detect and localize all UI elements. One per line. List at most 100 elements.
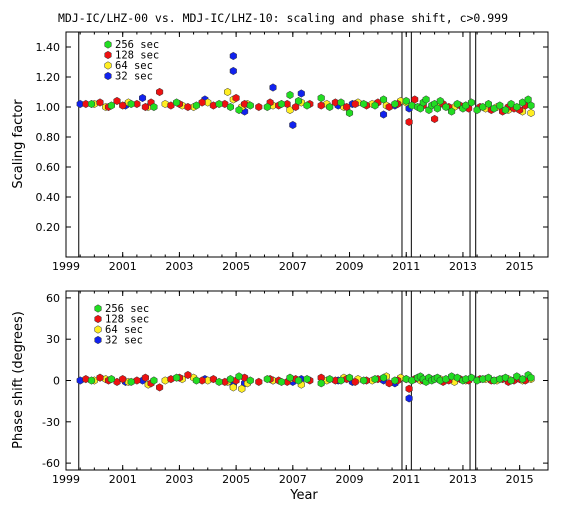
data-point-256-sec xyxy=(173,98,181,107)
data-point-256-sec xyxy=(277,377,286,386)
y-tick-label: 0.20 xyxy=(36,221,61,234)
x-tick-label: 2003 xyxy=(165,260,193,273)
legend-marker xyxy=(104,50,112,60)
data-point-256-sec xyxy=(422,95,430,104)
data-point-256-sec xyxy=(215,377,223,386)
x-tick-label: 2013 xyxy=(449,473,477,486)
data-point-256-sec xyxy=(150,102,158,112)
data-point-128-sec xyxy=(255,102,263,112)
legend-label: 32 sec xyxy=(105,335,143,347)
data-point-128-sec xyxy=(232,93,240,103)
data-point-256-sec xyxy=(345,373,354,382)
y-tick-label: 0.80 xyxy=(36,131,61,144)
x-tick-label: 2011 xyxy=(392,260,420,273)
data-point-256-sec xyxy=(408,101,416,110)
data-point-256-sec xyxy=(235,372,243,381)
data-point-256-sec xyxy=(317,379,325,388)
x-tick-label: 2005 xyxy=(222,260,250,273)
y-tick-label: 1.20 xyxy=(36,71,61,84)
y-tick-label: 1.00 xyxy=(36,101,61,114)
data-point-128-sec xyxy=(317,101,325,110)
legend-marker xyxy=(94,335,102,345)
legend-marker xyxy=(94,314,102,324)
data-point-256-sec xyxy=(294,96,303,106)
data-point-256-sec xyxy=(127,99,135,109)
data-point-256-sec xyxy=(442,102,450,112)
data-point-256-sec xyxy=(337,376,345,385)
data-point-256-sec xyxy=(391,376,399,385)
legend-label: 64 sec xyxy=(115,60,153,72)
x-tick-label: 2001 xyxy=(109,473,137,486)
data-point-256-sec xyxy=(226,102,234,112)
data-point-256-sec xyxy=(391,99,399,109)
data-point-256-sec xyxy=(192,101,200,110)
data-point-256-sec xyxy=(246,376,254,385)
y-tick-label: 0.60 xyxy=(36,161,61,174)
data-point-256-sec xyxy=(317,93,325,103)
data-point-256-sec xyxy=(496,101,504,110)
data-point-256-sec xyxy=(326,102,334,112)
y-tick-label: 0 xyxy=(53,375,60,388)
data-point-256-sec xyxy=(513,372,521,381)
data-point-128-sec xyxy=(141,373,149,382)
data-point-256-sec xyxy=(173,373,181,382)
data-point-256-sec xyxy=(345,108,354,118)
data-point-128-sec xyxy=(351,99,359,109)
legend-label: 256 sec xyxy=(115,39,159,51)
data-point-32-sec xyxy=(289,120,297,130)
legend-marker xyxy=(104,71,112,81)
x-tick-label: 2005 xyxy=(222,473,250,486)
scaling-factor-panel: 1999 2001 2003 2005 2007 2009 2011 2013 2015 0.20… xyxy=(11,31,549,273)
data-point-32-sec xyxy=(139,93,147,103)
data-point-256-sec xyxy=(286,90,294,100)
data-point-256-sec xyxy=(402,375,410,384)
figure-title: MDJ-IC/LHZ-00 vs. MDJ-IC/LHZ-10: scaling… xyxy=(58,11,508,25)
y-axis-title: Scaling factor xyxy=(11,99,26,189)
data-point-128-sec xyxy=(198,98,206,107)
data-point-256-sec xyxy=(484,99,492,109)
data-point-256-sec xyxy=(448,372,456,381)
x-tick-label: 2007 xyxy=(279,260,307,273)
data-point-256-sec xyxy=(226,375,234,384)
data-point-32-sec xyxy=(380,110,388,119)
data-point-256-sec xyxy=(453,99,461,109)
y-tick-label: -30 xyxy=(42,416,60,429)
legend-label: 32 sec xyxy=(115,71,153,83)
legend-label: 128 sec xyxy=(105,314,149,326)
data-point-256-sec xyxy=(246,101,254,110)
data-point-32-sec xyxy=(229,66,237,76)
data-point-256-sec xyxy=(467,98,475,107)
data-point-256-sec xyxy=(467,373,475,382)
data-point-128-sec xyxy=(113,96,121,106)
legend-label: 128 sec xyxy=(115,50,159,62)
data-point-128-sec xyxy=(119,101,127,110)
data-point-128-sec xyxy=(96,373,104,382)
x-tick-label: 2001 xyxy=(109,260,137,273)
data-point-256-sec xyxy=(326,375,334,384)
data-point-256-sec xyxy=(484,373,492,382)
data-point-256-sec xyxy=(501,373,510,382)
data-point-128-sec xyxy=(184,102,192,112)
data-point-256-sec xyxy=(380,95,388,104)
y-tick-label: 0.40 xyxy=(36,191,61,204)
legend-marker xyxy=(94,325,102,334)
data-point-256-sec xyxy=(371,375,379,384)
data-point-256-sec xyxy=(107,375,115,384)
data-point-256-sec xyxy=(360,99,368,109)
data-point-256-sec xyxy=(402,96,410,106)
data-point-64-sec xyxy=(229,383,237,392)
data-point-256-sec xyxy=(433,104,441,113)
data-point-256-sec xyxy=(527,101,535,110)
y-axis-title: Phase shift (degrees) xyxy=(11,311,26,449)
x-tick-label: 2009 xyxy=(336,260,364,273)
x-tick-label: 2015 xyxy=(506,473,534,486)
y-tick-label: 60 xyxy=(46,292,60,305)
x-tick-label: 2015 xyxy=(506,260,534,273)
data-point-64-sec xyxy=(224,87,232,97)
data-point-256-sec xyxy=(235,105,243,115)
x-tick-label: 1999 xyxy=(52,473,80,486)
data-point-256-sec xyxy=(527,373,535,382)
data-point-64-sec xyxy=(161,99,169,109)
